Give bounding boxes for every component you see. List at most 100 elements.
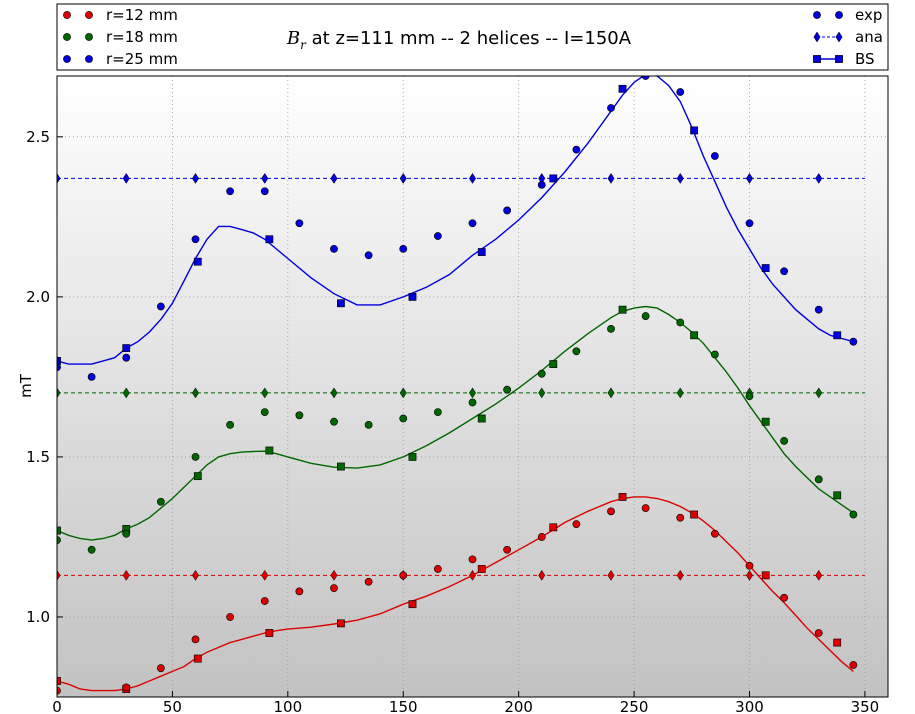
exp-point (330, 584, 338, 593)
exp-point (226, 187, 235, 196)
ana-point (192, 569, 199, 581)
y-tick-label: 1.5 (26, 448, 50, 466)
ana-point (469, 387, 476, 399)
ana-point (538, 387, 546, 399)
bs-point (408, 453, 417, 461)
exp-point (330, 417, 338, 426)
plot-background (57, 76, 888, 697)
exp-point (572, 347, 581, 356)
exp-point (814, 305, 823, 314)
exp-point (226, 421, 235, 429)
ana-point (607, 569, 615, 581)
exp-point (537, 369, 546, 378)
exp-point (849, 337, 858, 346)
exp-point (191, 453, 200, 461)
exp-point (433, 408, 442, 417)
legend-left-label: r=18 mm (106, 28, 178, 46)
bs-point (618, 493, 627, 501)
legend-marker (85, 33, 93, 41)
bs-point (193, 472, 202, 481)
ana-point (330, 172, 338, 184)
exp-point (295, 219, 304, 228)
ana-point (815, 172, 823, 184)
exp-point (572, 145, 581, 154)
ana-point (815, 569, 823, 581)
legend-marker (63, 55, 71, 63)
y-axis: 1.0 1.5 2.0 2.5 (26, 128, 63, 626)
exp-point (122, 529, 131, 538)
ana-point (746, 569, 753, 581)
ana-point (57, 387, 61, 399)
exp-point (572, 520, 581, 529)
bs-point (477, 414, 486, 423)
legend-marker (85, 11, 93, 19)
exp-point (87, 372, 96, 381)
series-r-12-mm (57, 493, 865, 695)
exp-point (260, 187, 269, 196)
exp-point (295, 587, 304, 596)
ana-point (676, 172, 684, 184)
legend-left-label: r=12 mm (106, 6, 178, 24)
ana-point (122, 172, 130, 184)
ana-point (676, 387, 684, 399)
exp-point (191, 235, 200, 244)
exp-point (191, 635, 200, 644)
exp-point (433, 565, 442, 573)
ana-point (538, 569, 546, 581)
bs-point (337, 619, 345, 628)
exp-point (710, 152, 719, 160)
y-axis-label: mT (17, 373, 35, 398)
exp-point (745, 219, 754, 228)
exp-point (364, 421, 373, 429)
bs-point (265, 446, 274, 455)
bs-point (549, 360, 558, 368)
y-tick-label: 1.0 (26, 608, 50, 626)
exp-point (433, 232, 442, 240)
legend-marker (813, 11, 821, 19)
exp-point (295, 411, 304, 420)
series-r-25-mm (57, 76, 865, 381)
exp-point (503, 385, 512, 394)
legend-marker (63, 33, 71, 41)
exp-point (330, 244, 338, 253)
bs-point (833, 638, 842, 647)
exp-point (641, 312, 650, 320)
bs-line (57, 76, 854, 365)
ana-point (122, 569, 130, 581)
exp-point (260, 597, 269, 605)
bs-point (337, 299, 345, 308)
y-tick-label: 2.0 (26, 288, 50, 306)
exp-point (226, 613, 235, 621)
exp-point (468, 398, 477, 407)
legend-right-label: exp (855, 6, 882, 24)
bs-point (549, 174, 558, 183)
exp-point (710, 529, 719, 538)
ana-point (469, 172, 476, 184)
exp-point (122, 353, 131, 362)
ana-point (399, 172, 407, 184)
bs-point (549, 523, 558, 532)
exp-point (156, 302, 165, 311)
ana-point (192, 387, 199, 399)
legend-marker (835, 31, 843, 43)
bs-point (408, 292, 417, 301)
bs-point (408, 600, 417, 609)
bs-point (618, 305, 627, 314)
x-tick-label: 200 (504, 698, 533, 714)
legend-marker (835, 55, 843, 63)
exp-point (710, 350, 719, 359)
plot-frame (56, 75, 889, 698)
x-tick-label: 50 (163, 698, 182, 714)
x-tick-label: 250 (620, 698, 649, 714)
grid-lines (56, 76, 888, 697)
bs-line (57, 305, 854, 541)
bs-point (761, 264, 770, 272)
bs-point (337, 462, 345, 471)
ana-point (261, 172, 269, 184)
bs-point (193, 257, 202, 266)
exp-point (537, 180, 546, 189)
bs-point (618, 84, 627, 93)
exp-point (468, 219, 477, 228)
bs-point (833, 331, 842, 340)
